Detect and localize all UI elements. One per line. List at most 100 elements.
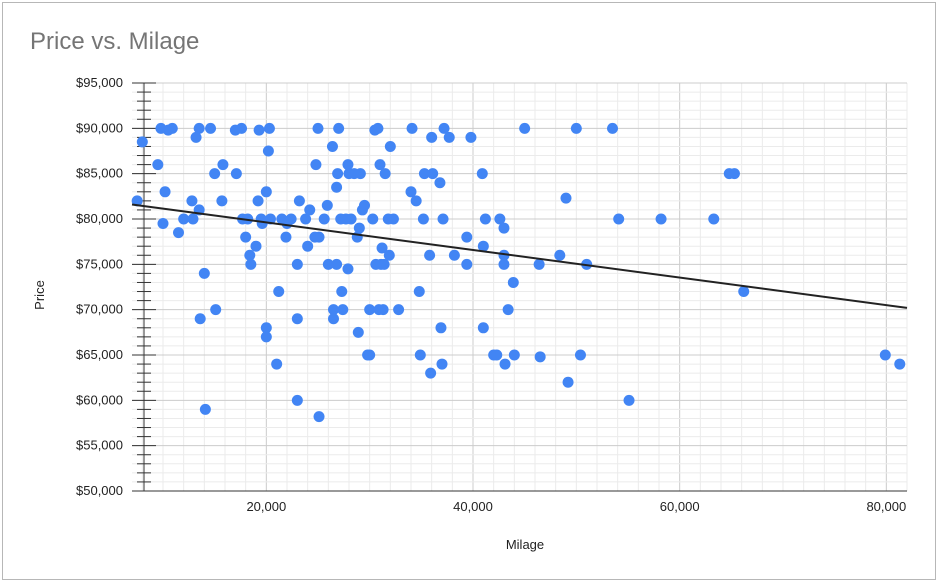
data-point [894, 358, 906, 370]
data-point [562, 376, 574, 388]
data-point [318, 213, 330, 225]
data-point [427, 168, 439, 180]
data-point [465, 131, 477, 143]
data-point [326, 140, 338, 152]
y-tick-label: $60,000 [76, 392, 123, 407]
data-point [216, 195, 228, 207]
data-point [574, 349, 586, 361]
data-point [293, 195, 305, 207]
data-point [217, 159, 229, 171]
data-point [198, 267, 210, 279]
data-point [260, 186, 272, 198]
data-point [157, 218, 169, 230]
data-points [131, 122, 906, 423]
data-point [312, 122, 324, 134]
data-point [364, 304, 376, 316]
data-point [260, 331, 272, 343]
data-point [193, 122, 205, 134]
x-tick-label: 80,000 [866, 499, 906, 514]
data-point [187, 213, 199, 225]
data-point [252, 195, 264, 207]
data-point [131, 195, 143, 207]
data-point [414, 349, 426, 361]
data-point [331, 258, 343, 270]
data-point [418, 168, 430, 180]
data-point [461, 258, 473, 270]
y-tick-label: $55,000 [76, 438, 123, 453]
data-point [554, 249, 566, 261]
data-point [377, 304, 389, 316]
data-point [331, 181, 343, 193]
data-point [607, 122, 618, 134]
data-point [364, 349, 376, 361]
data-point [498, 222, 510, 234]
data-point [623, 394, 635, 406]
data-point [436, 358, 448, 370]
data-point [437, 213, 449, 225]
data-point [263, 122, 275, 134]
data-point [302, 240, 314, 252]
data-point [499, 358, 511, 370]
data-point [384, 140, 396, 152]
y-tick-label: $65,000 [76, 347, 123, 362]
data-point [240, 231, 252, 243]
data-point [136, 136, 148, 148]
data-point [337, 304, 349, 316]
y-tick-label: $90,000 [76, 120, 123, 135]
data-point [424, 249, 436, 261]
data-point [313, 411, 325, 423]
data-point [253, 124, 265, 136]
data-point [322, 258, 334, 270]
data-point [502, 304, 514, 316]
data-point [508, 349, 520, 361]
data-point [374, 159, 386, 171]
x-axis-title: Milage [506, 537, 544, 552]
data-point [372, 122, 384, 134]
data-point [280, 231, 292, 243]
y-tick-label: $75,000 [76, 256, 123, 271]
data-point [173, 227, 184, 239]
data-point [359, 199, 370, 211]
data-point [230, 168, 242, 180]
grid-lines [132, 82, 908, 492]
trendline [131, 203, 908, 309]
data-point [613, 213, 625, 225]
x-tick-label: 60,000 [660, 499, 700, 514]
data-point [262, 145, 274, 157]
data-point [328, 304, 339, 316]
data-point [443, 131, 455, 143]
data-point [708, 213, 720, 225]
y-tick-label: $85,000 [76, 166, 123, 181]
data-point [413, 286, 425, 298]
axis-ticks [132, 82, 907, 492]
data-point [438, 122, 450, 134]
y-tick-label: $50,000 [76, 483, 123, 498]
data-point [291, 258, 303, 270]
data-point [533, 258, 545, 270]
data-point [205, 122, 217, 134]
data-point [304, 204, 316, 216]
data-point [494, 213, 506, 225]
data-point [321, 199, 333, 211]
data-point [425, 367, 437, 379]
data-point [271, 358, 283, 370]
data-point [152, 159, 164, 171]
data-point [655, 213, 667, 225]
data-point [186, 195, 198, 207]
data-point [393, 304, 405, 316]
trendline-group [131, 203, 908, 309]
data-point [728, 168, 740, 180]
x-tick-label: 20,000 [246, 499, 286, 514]
data-point [342, 263, 354, 275]
data-point [879, 349, 891, 361]
data-point [406, 122, 418, 134]
x-tick-label: 40,000 [453, 499, 493, 514]
data-point [379, 168, 391, 180]
data-point [333, 122, 345, 134]
data-point [178, 213, 190, 225]
data-point [376, 242, 388, 254]
data-point [194, 313, 206, 325]
data-point [477, 240, 489, 252]
data-point [352, 326, 364, 338]
